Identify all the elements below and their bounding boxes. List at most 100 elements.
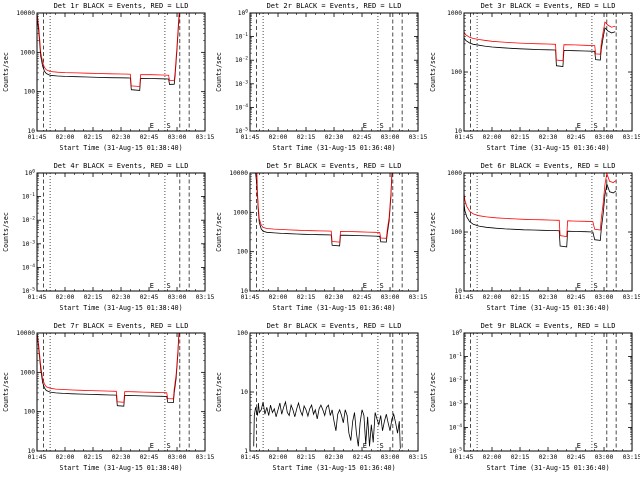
y-tick-label: 100 — [450, 229, 461, 236]
series-lld-line — [36, 332, 180, 403]
x-tick-label: 02:45 — [566, 294, 585, 301]
plot-canvas: 01:45 02:00 02:15 02:30 02:45 03:00 03:15 10 100… — [2, 322, 215, 472]
y-tick-label: 10 — [241, 288, 249, 295]
x-tick-label: 02:15 — [510, 134, 529, 141]
x-tick-label: 02:00 — [482, 134, 501, 141]
y-tick-label: 10-2 — [449, 376, 462, 385]
x-tick-label: 03:15 — [409, 134, 428, 141]
series-events-line — [253, 400, 402, 449]
y-tick-label: 1 — [245, 448, 249, 455]
y-tick-label: 10-1 — [235, 32, 248, 41]
y-axis-label: Counts/sec — [2, 212, 10, 252]
x-tick-label: 02:15 — [84, 454, 103, 461]
x-tick-label: 03:15 — [622, 294, 640, 301]
plot-canvas: 01:45 02:00 02:15 02:30 02:45 03:00 03:15 10 100… — [429, 2, 640, 152]
x-tick-label: 02:30 — [325, 294, 344, 301]
x-tick-label: 02:45 — [353, 294, 372, 301]
x-tick-label: 02:15 — [297, 454, 316, 461]
flag-letter-e: E — [150, 442, 154, 450]
y-tick-label: 10 — [28, 448, 36, 455]
x-tick-label: 02:00 — [56, 134, 75, 141]
y-tick-label: 10-4 — [449, 423, 462, 432]
x-tick-label: 02:45 — [566, 454, 585, 461]
x-tick-label: 02:00 — [482, 294, 501, 301]
flag-letter-s: S — [167, 442, 171, 450]
y-tick-label: 10000 — [16, 10, 35, 17]
y-tick-label: 10-1 — [449, 352, 462, 361]
x-axis-label: Start Time (31-Aug-15 01:36:40) — [273, 304, 396, 312]
y-tick-label: 100 — [450, 69, 461, 76]
x-tick-label: 02:00 — [269, 134, 288, 141]
series-lld-line — [36, 12, 180, 87]
flag-letter-s: S — [167, 122, 171, 130]
series-lld-line — [463, 172, 617, 237]
x-tick-label: 01:45 — [28, 134, 47, 141]
flag-letter-s: S — [593, 122, 597, 130]
y-axis-label: Counts/sec — [215, 372, 223, 412]
x-tick-label: 03:15 — [622, 454, 640, 461]
x-tick-label: 03:00 — [168, 134, 187, 141]
x-tick-label: 02:15 — [297, 134, 316, 141]
plot-canvas: 01:45 02:00 02:15 02:30 02:45 03:00 03:15 100 10… — [2, 162, 215, 312]
x-tick-label: 03:15 — [196, 294, 215, 301]
y-axis-label: Counts/sec — [2, 52, 10, 92]
x-tick-label: 02:30 — [112, 134, 131, 141]
y-axis-label: Counts/sec — [429, 212, 437, 252]
series-lld-line — [250, 172, 393, 243]
x-tick-label: 02:30 — [538, 454, 557, 461]
x-axis-label: Start Time (31-Aug-15 01:36:40) — [486, 464, 609, 472]
y-tick-label: 1000 — [233, 209, 248, 216]
x-tick-label: 02:00 — [269, 294, 288, 301]
panel-title: Det 8r BLACK = Events, RED = LLD — [267, 322, 402, 330]
series-events-line — [250, 172, 393, 247]
y-tick-label: 1000 — [20, 49, 35, 56]
x-tick-label: 03:15 — [196, 134, 215, 141]
y-tick-label: 10000 — [230, 170, 249, 177]
y-axis-label: Counts/sec — [215, 212, 223, 252]
x-tick-label: 02:00 — [269, 454, 288, 461]
x-axis-label: Start Time (31-Aug-15 01:38:40) — [59, 304, 182, 312]
plot-canvas: 01:45 02:00 02:15 02:30 02:45 03:00 03:15 1 10 10… — [215, 322, 428, 472]
x-tick-label: 03:00 — [381, 134, 400, 141]
x-tick-label: 02:00 — [56, 294, 75, 301]
x-tick-label: 02:45 — [566, 134, 585, 141]
flag-letter-s: S — [593, 442, 597, 450]
plot-canvas: 01:45 02:00 02:15 02:30 02:45 03:00 03:15 10 100… — [215, 162, 428, 312]
plot-canvas: 01:45 02:00 02:15 02:30 02:45 03:00 03:15 10 100… — [2, 2, 215, 152]
x-tick-label: 02:45 — [353, 134, 372, 141]
flag-letter-e: E — [150, 282, 154, 290]
flag-letter-e: E — [576, 282, 580, 290]
x-axis-label: Start Time (31-Aug-15 01:36:40) — [486, 304, 609, 312]
plot-panel-det7r: 01:45 02:00 02:15 02:30 02:45 03:00 03:15 10 100… — [0, 320, 215, 480]
panel-title: Det 3r BLACK = Events, RED = LLD — [480, 2, 615, 10]
y-tick-label: 100 — [238, 9, 248, 18]
plot-panel-det6r: 01:45 02:00 02:15 02:30 02:45 03:00 03:15 10 100… — [427, 160, 640, 320]
x-tick-label: 01:45 — [454, 134, 473, 141]
series-events-line — [463, 182, 617, 248]
x-tick-label: 01:45 — [454, 454, 473, 461]
y-tick-label: 1000 — [447, 170, 462, 177]
flag-letter-e: E — [363, 442, 367, 450]
plot-canvas: 01:45 02:00 02:15 02:30 02:45 03:00 03:15 100 10… — [429, 322, 640, 472]
x-tick-label: 01:45 — [241, 134, 260, 141]
x-tick-label: 02:15 — [510, 454, 529, 461]
y-tick-label: 10-2 — [235, 56, 248, 65]
x-tick-label: 02:45 — [140, 454, 159, 461]
y-axis-label: Counts/sec — [2, 372, 10, 412]
flag-letter-e: E — [576, 442, 580, 450]
x-axis-label: Start Time (31-Aug-15 01:38:40) — [59, 464, 182, 472]
plot-panel-det2r: 01:45 02:00 02:15 02:30 02:45 03:00 03:15 100 10… — [213, 0, 428, 160]
x-tick-label: 02:15 — [297, 294, 316, 301]
flag-letter-s: S — [380, 122, 384, 130]
y-tick-label: 10-5 — [449, 447, 462, 456]
y-tick-label: 10 — [454, 128, 462, 135]
x-tick-label: 01:45 — [241, 454, 260, 461]
flag-letter-e: E — [576, 122, 580, 130]
y-tick-label: 10-3 — [235, 79, 248, 88]
series-events-line — [36, 332, 180, 407]
x-tick-label: 02:45 — [353, 454, 372, 461]
x-tick-label: 02:15 — [84, 134, 103, 141]
y-tick-label: 1000 — [447, 10, 462, 17]
panel-title: Det 9r BLACK = Events, RED = LLD — [480, 322, 615, 330]
